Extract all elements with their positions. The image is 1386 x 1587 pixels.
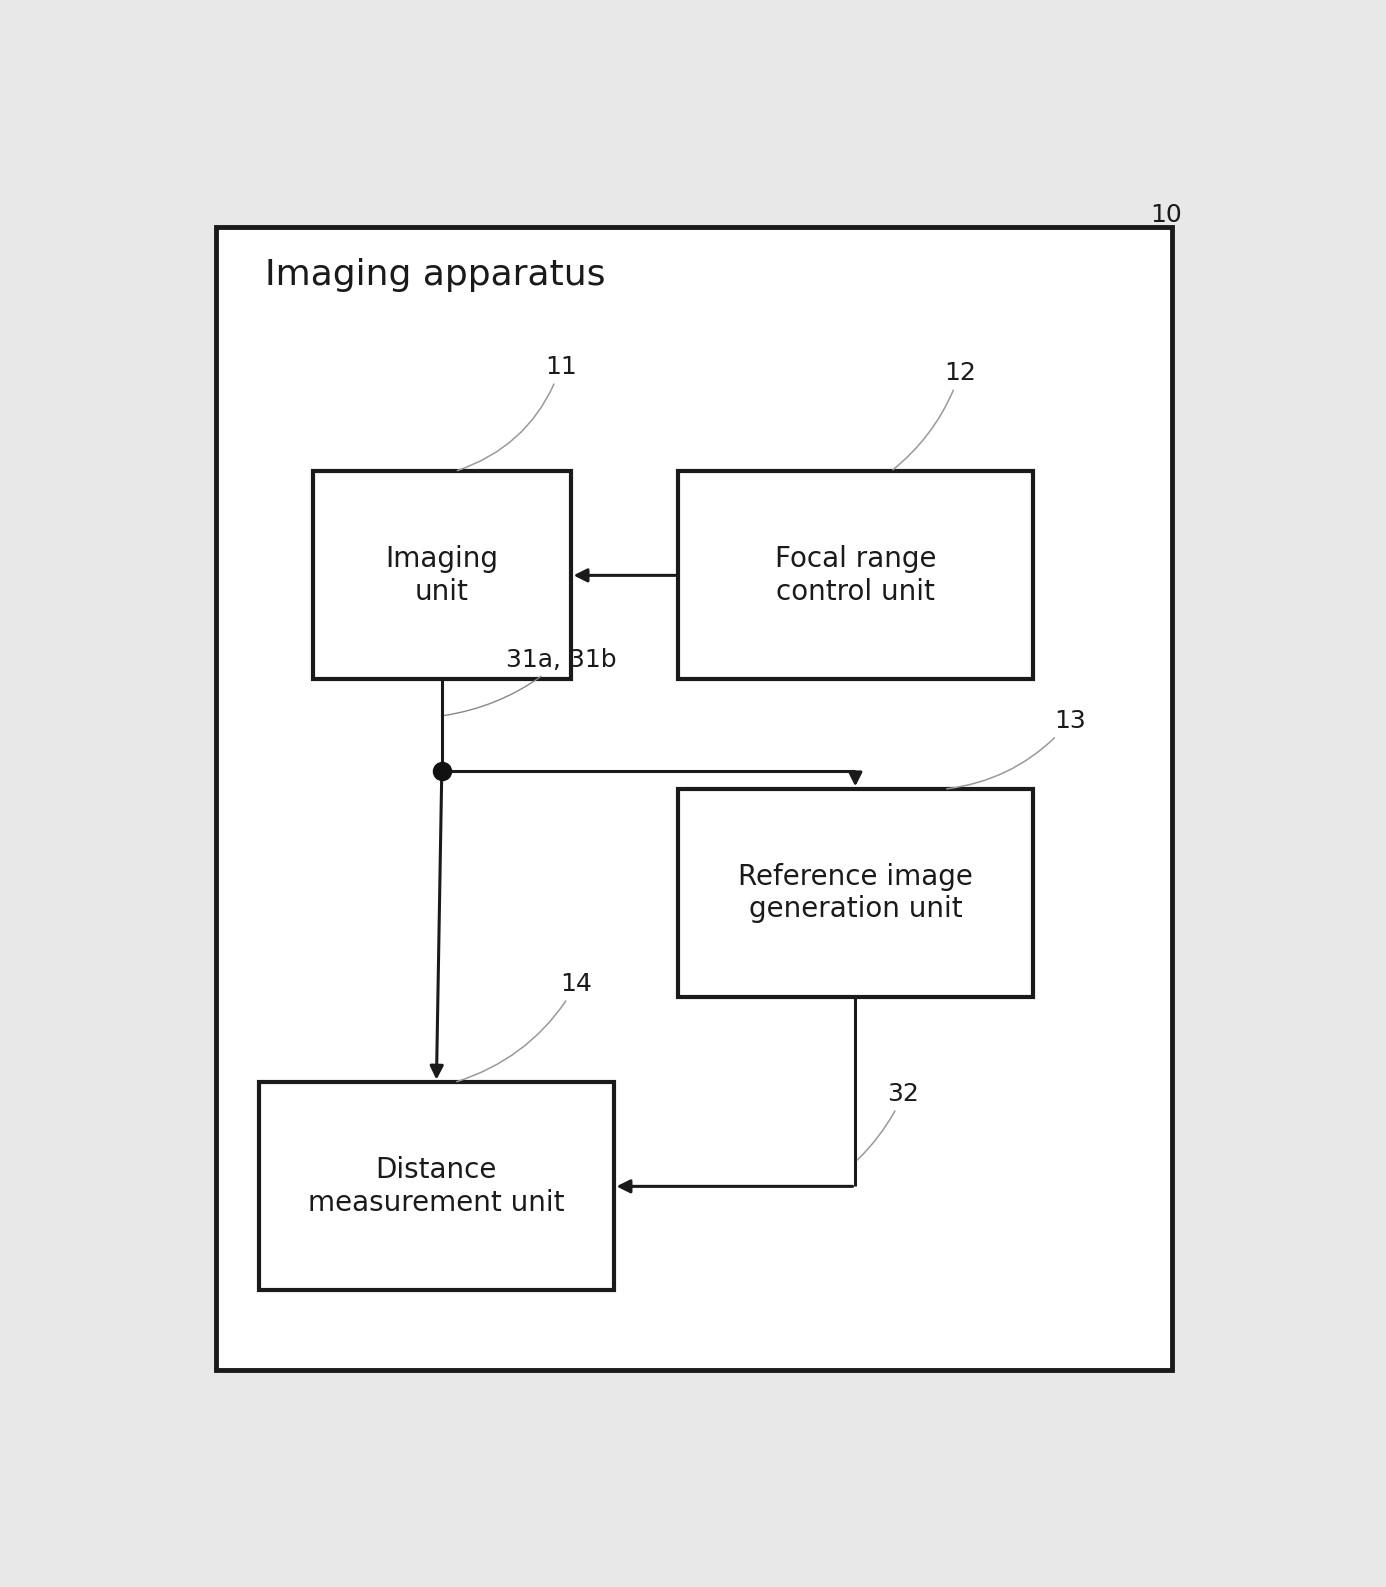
Text: Focal range
control unit: Focal range control unit (775, 546, 936, 606)
Text: Imaging apparatus: Imaging apparatus (265, 257, 606, 292)
Text: Imaging
unit: Imaging unit (385, 546, 499, 606)
Text: 14: 14 (457, 971, 592, 1082)
Bar (313, 471, 571, 679)
Bar (678, 471, 1033, 679)
Text: 12: 12 (893, 360, 976, 470)
Text: 31a, 31b: 31a, 31b (445, 647, 617, 716)
Bar (678, 789, 1033, 997)
Text: Distance
measurement unit: Distance measurement unit (308, 1157, 564, 1217)
Text: 11: 11 (457, 355, 577, 471)
Bar (259, 1082, 614, 1290)
Text: 10: 10 (1150, 203, 1182, 227)
Text: Reference image
generation unit: Reference image generation unit (737, 863, 973, 924)
Bar (216, 227, 1173, 1370)
Text: 13: 13 (947, 709, 1085, 789)
Text: 32: 32 (858, 1082, 919, 1160)
